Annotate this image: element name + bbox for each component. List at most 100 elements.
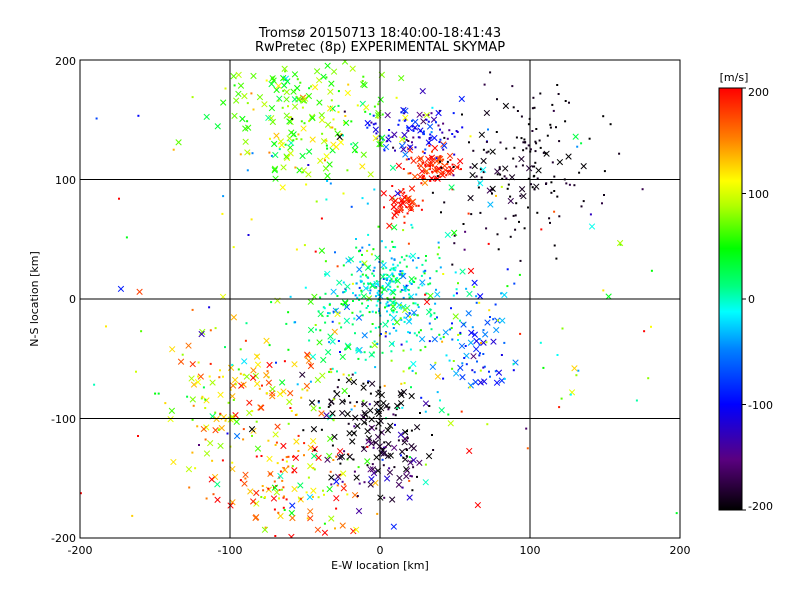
echo-cross-marker bbox=[426, 123, 434, 130]
echo-cross-marker bbox=[241, 358, 248, 365]
echo-cross-marker bbox=[318, 116, 326, 124]
echo-dot-marker bbox=[278, 497, 280, 500]
echo-dot-marker bbox=[438, 257, 441, 260]
echo-dot-marker bbox=[347, 422, 350, 425]
echo-dot-marker bbox=[246, 120, 249, 123]
echo-dot-marker bbox=[462, 223, 465, 225]
echo-dot-marker bbox=[287, 422, 290, 425]
echo-cross-marker bbox=[300, 125, 307, 132]
echo-cross-marker bbox=[459, 374, 466, 381]
echo-dot-marker bbox=[342, 373, 345, 376]
echo-dot-marker bbox=[358, 250, 360, 253]
echo-dot-marker bbox=[410, 156, 413, 159]
echo-dot-marker bbox=[430, 314, 433, 316]
echo-cross-marker bbox=[279, 184, 286, 191]
echo-dot-marker bbox=[538, 139, 541, 142]
echo-dot-marker bbox=[256, 354, 259, 357]
echo-dot-marker bbox=[387, 408, 390, 411]
echo-dot-marker bbox=[332, 398, 335, 401]
echo-dot-marker bbox=[328, 341, 331, 344]
x-tick-label: 100 bbox=[520, 544, 541, 557]
echo-dot-marker bbox=[575, 374, 578, 377]
echo-cross-marker bbox=[368, 475, 375, 483]
echo-dot-marker bbox=[512, 362, 515, 365]
echo-cross-marker bbox=[320, 73, 327, 80]
echo-cross-marker bbox=[377, 141, 385, 148]
echo-dot-marker bbox=[321, 132, 324, 135]
echo-cross-marker bbox=[387, 422, 394, 429]
echo-cross-marker bbox=[275, 82, 282, 90]
echo-dot-marker bbox=[518, 273, 521, 276]
echo-cross-marker bbox=[402, 114, 409, 121]
echo-dot-marker bbox=[421, 150, 424, 153]
echo-cross-marker bbox=[420, 118, 427, 125]
echo-dot-marker bbox=[377, 103, 380, 106]
echo-cross-marker bbox=[310, 437, 317, 445]
echo-dot-marker bbox=[429, 282, 432, 285]
echo-dot-marker bbox=[270, 301, 273, 304]
echo-cross-marker bbox=[329, 105, 336, 112]
echo-dot-marker bbox=[391, 217, 394, 220]
echo-dot-marker bbox=[390, 278, 393, 281]
echo-dot-marker bbox=[330, 99, 333, 102]
echo-dot-marker bbox=[407, 172, 410, 175]
echo-dot-marker bbox=[420, 396, 423, 399]
echo-cross-marker bbox=[310, 426, 318, 433]
echo-cross-marker bbox=[390, 314, 397, 322]
echo-dot-marker bbox=[372, 283, 375, 286]
echo-dot-marker bbox=[80, 492, 82, 495]
echo-cross-marker bbox=[299, 152, 306, 160]
echo-dot-marker bbox=[408, 296, 411, 299]
echo-dot-marker bbox=[403, 382, 406, 385]
echo-dot-marker bbox=[308, 87, 311, 90]
echo-dot-marker bbox=[355, 401, 358, 404]
echo-dot-marker bbox=[519, 194, 522, 197]
echo-cross-marker bbox=[406, 124, 413, 132]
echo-cross-marker bbox=[305, 92, 313, 100]
colorbar-unit-label: [m/s] bbox=[720, 71, 749, 84]
echo-cross-marker bbox=[452, 370, 460, 377]
echo-cross-marker bbox=[189, 360, 196, 368]
echo-dot-marker bbox=[442, 172, 445, 175]
echo-cross-marker bbox=[229, 465, 236, 473]
echo-dot-marker bbox=[386, 278, 389, 281]
echo-dot-marker bbox=[350, 143, 353, 146]
echo-cross-marker bbox=[473, 345, 480, 353]
echo-dot-marker bbox=[137, 435, 139, 437]
echo-cross-marker bbox=[323, 412, 330, 419]
echo-dot-marker bbox=[367, 305, 369, 307]
echo-cross-marker bbox=[321, 529, 329, 536]
echo-dot-marker bbox=[278, 148, 281, 151]
echo-dot-marker bbox=[429, 179, 432, 182]
echo-dot-marker bbox=[405, 265, 408, 268]
echo-cross-marker bbox=[328, 515, 335, 522]
echo-cross-marker bbox=[254, 445, 262, 452]
echo-dot-marker bbox=[527, 177, 530, 180]
echo-dot-marker bbox=[505, 177, 508, 180]
echo-dot-marker bbox=[314, 324, 317, 326]
echo-cross-marker bbox=[363, 104, 370, 111]
echo-cross-marker bbox=[465, 310, 472, 317]
echo-dot-marker bbox=[354, 294, 357, 297]
echo-dot-marker bbox=[361, 253, 363, 256]
echo-dot-marker bbox=[509, 195, 512, 198]
echo-cross-marker bbox=[372, 134, 379, 142]
echo-dot-marker bbox=[545, 183, 547, 185]
echo-dot-marker bbox=[568, 101, 570, 104]
echo-dot-marker bbox=[503, 377, 506, 380]
echo-cross-marker bbox=[368, 416, 375, 423]
echo-dot-marker bbox=[382, 446, 385, 449]
echo-dot-marker bbox=[507, 183, 510, 186]
echo-cross-marker bbox=[329, 410, 336, 417]
echo-cross-marker bbox=[434, 175, 441, 182]
echo-dot-marker bbox=[436, 391, 439, 394]
echo-cross-marker bbox=[218, 424, 225, 432]
echo-dot-marker bbox=[284, 143, 287, 146]
echo-cross-marker bbox=[212, 427, 219, 434]
echo-cross-marker bbox=[304, 351, 311, 358]
echo-dot-marker bbox=[396, 277, 399, 279]
echo-dot-marker bbox=[376, 343, 379, 345]
echo-dot-marker bbox=[135, 370, 137, 373]
echo-dot-marker bbox=[520, 137, 523, 140]
echo-dot-marker bbox=[482, 171, 485, 174]
